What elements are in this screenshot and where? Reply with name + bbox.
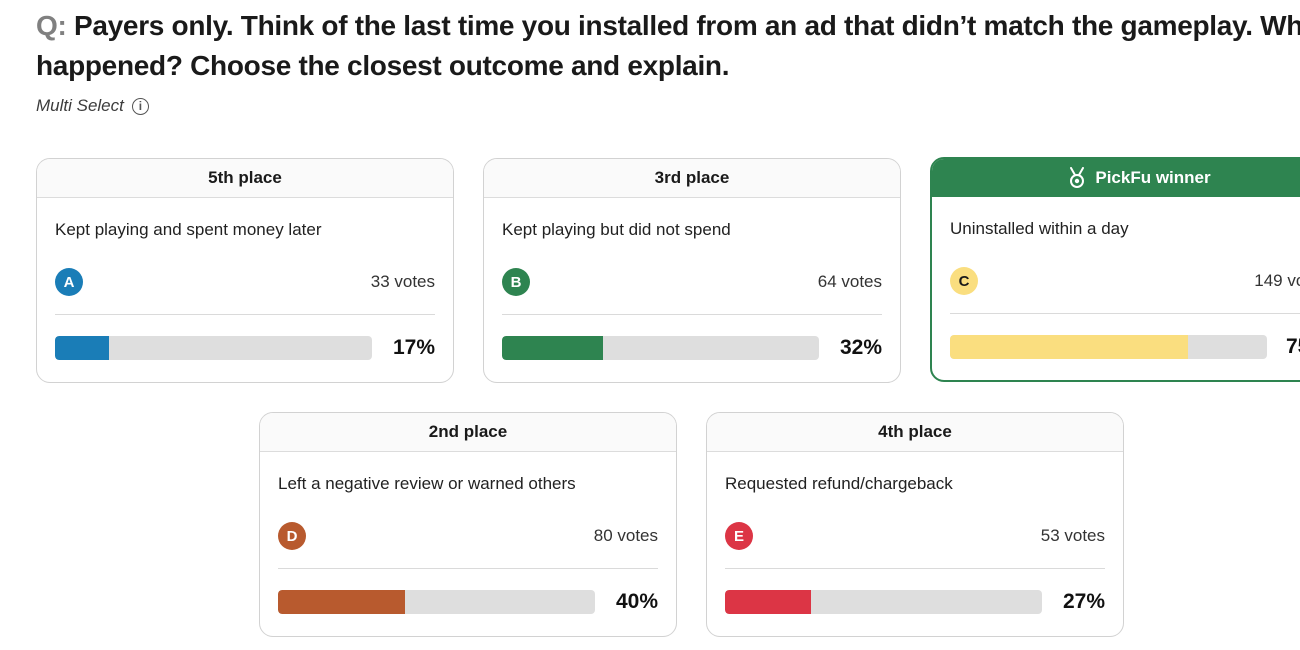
result-bar-fill <box>725 590 811 614</box>
info-icon[interactable]: i <box>131 97 149 115</box>
percentage: 17% <box>392 336 435 359</box>
result-bar <box>55 336 372 360</box>
vote-count: 33 votes <box>370 272 435 291</box>
option-card-b[interactable]: 3rd place Kept playing but did not spend… <box>483 158 901 383</box>
question-text-line-2: happened? Choose the closest outcome and… <box>36 50 730 81</box>
question-text-line-1: Payers only. Think of the last time you … <box>66 10 1300 41</box>
result-bar <box>502 336 819 360</box>
vote-count: 64 votes <box>817 272 882 291</box>
place-label: 4th place <box>878 422 952 441</box>
question-type-label: Multi Select <box>36 96 124 115</box>
option-text: Requested refund/chargeback <box>725 474 953 493</box>
result-bar-fill <box>55 336 109 360</box>
option-text: Uninstalled within a day <box>950 219 1129 238</box>
medal-icon <box>1067 167 1087 189</box>
question-prefix: Q: <box>36 10 67 41</box>
question-title: Q: Payers only. Think of the last time y… <box>36 6 1300 86</box>
percentage: 27% <box>1062 590 1105 613</box>
option-text: Kept playing but did not spend <box>502 220 731 239</box>
percentage: 75% <box>1285 335 1300 358</box>
result-bar-fill <box>278 590 405 614</box>
card-header: 5th place <box>37 159 453 198</box>
option-letter-badge: A <box>55 268 83 296</box>
option-text: Kept playing and spent money later <box>55 220 322 239</box>
card-header: 4th place <box>707 413 1123 452</box>
card-header: 3rd place <box>484 159 900 198</box>
result-bar-fill <box>950 335 1188 359</box>
percentage: 40% <box>615 590 658 613</box>
option-letter-badge: D <box>278 522 306 550</box>
option-card-d[interactable]: 2nd place Left a negative review or warn… <box>259 412 677 637</box>
card-header: 2nd place <box>260 413 676 452</box>
vote-count: 149 votes <box>1254 271 1300 290</box>
place-label: PickFu winner <box>1095 168 1211 187</box>
option-card-c[interactable]: PickFu winner Uninstalled within a day C… <box>930 157 1300 382</box>
result-bar <box>278 590 595 614</box>
place-label: 2nd place <box>428 422 508 441</box>
option-letter-badge: B <box>502 268 530 296</box>
place-label: 3rd place <box>654 168 730 187</box>
question-type: Multi Select i <box>36 96 149 116</box>
vote-count: 80 votes <box>593 526 658 545</box>
result-bar-fill <box>502 336 604 360</box>
option-card-a[interactable]: 5th place Kept playing and spent money l… <box>36 158 454 383</box>
card-header-winner: PickFu winner <box>932 159 1300 197</box>
option-letter-badge: E <box>725 522 753 550</box>
option-card-e[interactable]: 4th place Requested refund/chargeback E … <box>706 412 1124 637</box>
option-text: Left a negative review or warned others <box>278 474 576 493</box>
place-label: 5th place <box>208 168 282 187</box>
option-letter-badge: C <box>950 267 978 295</box>
percentage: 32% <box>839 336 882 359</box>
vote-count: 53 votes <box>1040 526 1105 545</box>
result-bar <box>725 590 1042 614</box>
result-bar <box>950 335 1267 359</box>
